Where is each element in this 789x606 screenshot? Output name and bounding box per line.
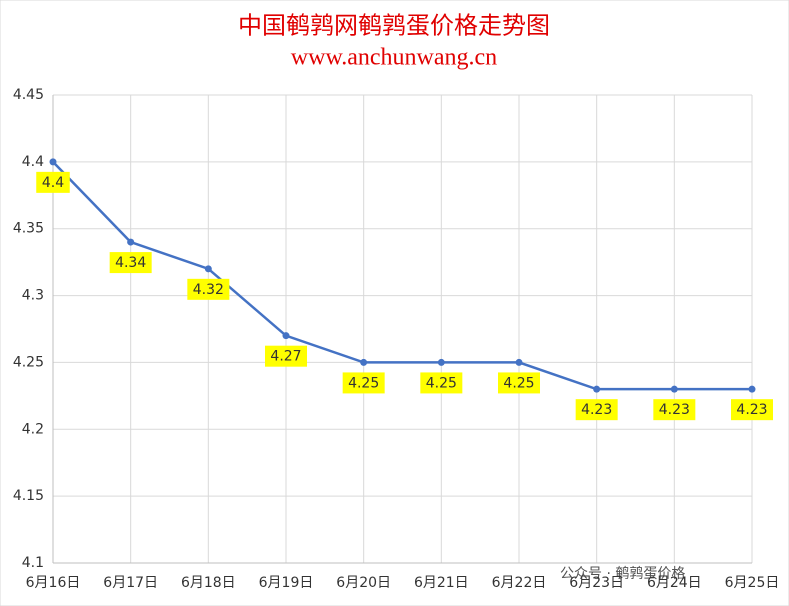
point <box>437 358 445 366</box>
chart-subtitle: www.anchunwang.cn <box>291 45 497 71</box>
y-tick-label: 4.15 <box>13 488 44 504</box>
point <box>282 332 290 340</box>
point <box>748 385 756 393</box>
data-label: 4.23 <box>736 402 767 418</box>
y-tick-label: 4.4 <box>22 154 44 170</box>
data-label: 4.27 <box>270 349 301 365</box>
data-label: 4.4 <box>42 175 64 191</box>
label-box <box>731 399 773 421</box>
x-tick-label: 6月18日 <box>181 575 236 591</box>
point <box>360 358 368 366</box>
data-label: 4.25 <box>348 375 379 391</box>
data-label: 4.34 <box>115 255 146 271</box>
chart-title: 中国鹌鹑网鹌鹑蛋价格走势图 <box>238 12 550 40</box>
x-tick-label: 6月22日 <box>492 575 547 591</box>
x-tick-label: 6月21日 <box>414 575 469 591</box>
y-tick-label: 4.3 <box>22 288 44 304</box>
data-label: 4.25 <box>503 375 534 391</box>
data-label: 4.25 <box>426 375 457 391</box>
x-tick-label: 6月25日 <box>725 575 780 591</box>
y-tick-label: 4.25 <box>13 354 44 370</box>
x-tick-label: 6月23日 <box>569 575 624 591</box>
watermark: 公众号 · 鹌鹑蛋价格 <box>560 565 685 582</box>
y-tick-label: 4.1 <box>22 555 44 571</box>
label-box <box>342 372 385 394</box>
point <box>49 158 57 166</box>
label-box <box>109 252 152 274</box>
point <box>204 265 212 273</box>
label-box <box>187 278 230 300</box>
point <box>670 385 678 393</box>
y-tick-label: 4.35 <box>13 221 44 237</box>
x-tick-label: 6月17日 <box>103 575 158 591</box>
point <box>515 358 523 366</box>
label-box <box>498 372 540 394</box>
x-tick-label: 6月19日 <box>259 575 314 591</box>
point <box>593 385 601 393</box>
line <box>52 160 752 391</box>
label-box <box>575 399 618 421</box>
x-tick-label: 6月16日 <box>26 575 81 591</box>
label-box <box>36 171 70 193</box>
data-label: 4.23 <box>659 402 690 418</box>
y-tick-label: 4.45 <box>13 87 44 103</box>
label-box <box>653 399 696 421</box>
data-label: 4.32 <box>193 282 224 298</box>
y-tick-label: 4.2 <box>22 421 44 437</box>
label-box <box>265 345 307 367</box>
x-tick-label: 6月20日 <box>336 575 391 591</box>
data-label: 4.23 <box>581 402 612 418</box>
x-tick-label: 6月24日 <box>647 575 702 591</box>
point <box>127 238 135 246</box>
label-box <box>420 372 463 394</box>
